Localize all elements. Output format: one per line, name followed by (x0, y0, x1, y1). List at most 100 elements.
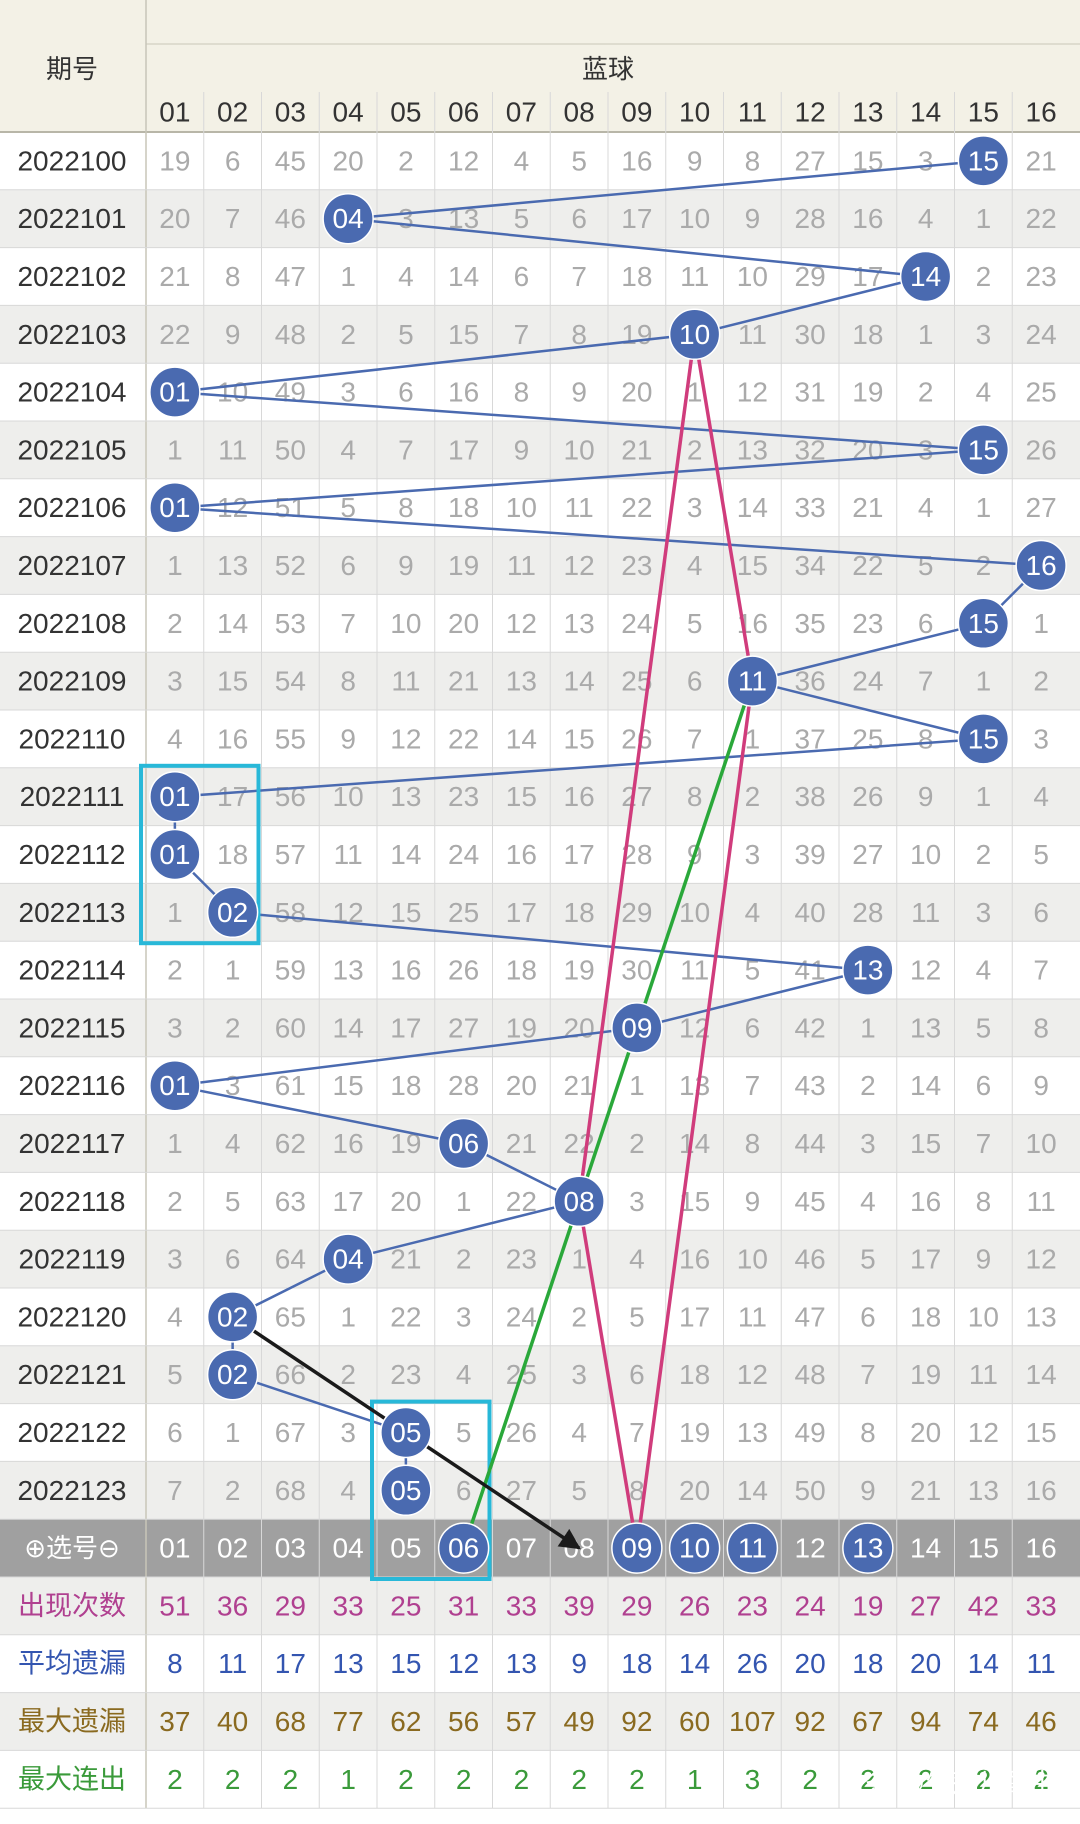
stat-value: 77 (333, 1706, 364, 1737)
ball-number: 02 (217, 897, 248, 928)
omission-value: 2 (629, 1128, 645, 1159)
omission-value: 22 (390, 1301, 421, 1332)
ball-number: 06 (448, 1128, 479, 1159)
omission-value: 55 (275, 723, 306, 754)
omission-value: 19 (159, 145, 190, 176)
stat-value: 19 (852, 1590, 883, 1621)
row-background (0, 941, 1080, 999)
omission-value: 16 (333, 1128, 364, 1159)
column-headers: 01 02 03 04 05 06 07 08 09 10 11 12 13 14 15 16 (159, 97, 1056, 128)
omission-value: 64 (275, 1244, 306, 1275)
stat-value: 14 (968, 1648, 999, 1679)
omission-value: 16 (217, 723, 248, 754)
select-number: 03 (275, 1533, 306, 1564)
omission-value: 5 (687, 608, 703, 639)
omission-value: 10 (390, 608, 421, 639)
omission-value: 19 (564, 955, 595, 986)
omission-value: 10 (564, 434, 595, 465)
omission-value: 9 (514, 434, 530, 465)
omission-value: 26 (448, 955, 479, 986)
omission-value: 50 (275, 434, 306, 465)
omission-value: 5 (456, 1417, 472, 1448)
column-header-label: 08 (564, 97, 595, 128)
omission-value: 51 (275, 492, 306, 523)
omission-value: 54 (275, 666, 306, 697)
ball-number: 11 (738, 666, 767, 697)
stat-value: 29 (621, 1590, 652, 1621)
ball-number: 01 (159, 492, 190, 523)
omission-value: 14 (737, 1475, 768, 1506)
stat-value: 107 (729, 1706, 776, 1737)
omission-value: 16 (1026, 1475, 1057, 1506)
period-label: 2022111 (20, 781, 125, 812)
omission-value: 19 (506, 1012, 537, 1043)
omission-value: 1 (918, 319, 934, 350)
ball-number: 14 (910, 261, 941, 292)
omission-value: 3 (976, 319, 992, 350)
omission-value: 21 (621, 434, 652, 465)
omission-value: 14 (506, 723, 537, 754)
stat-value: 14 (679, 1648, 710, 1679)
omission-value: 17 (217, 781, 248, 812)
blue-ball (726, 1522, 779, 1574)
omission-value: 20 (390, 1186, 421, 1217)
omission-value: 41 (795, 955, 826, 986)
omission-value: 38 (795, 781, 826, 812)
blue-ball (957, 424, 1010, 476)
omission-value: 9 (1033, 1070, 1049, 1101)
omission-value: 13 (506, 666, 537, 697)
omission-value: 23 (852, 608, 883, 639)
period-label: 2022106 (17, 492, 126, 523)
omission-value: 6 (918, 608, 934, 639)
stat-value: 11 (1027, 1648, 1056, 1679)
omission-value: 24 (852, 666, 883, 697)
omission-value: 44 (795, 1128, 826, 1159)
omission-value: 28 (795, 203, 826, 234)
ball-number: 13 (852, 955, 883, 986)
column-header-label: 06 (448, 97, 479, 128)
row-background (0, 132, 1080, 190)
omission-value: 12 (390, 723, 421, 754)
omission-value: 17 (679, 1301, 710, 1332)
blue-ball (380, 1464, 432, 1517)
omission-value: 33 (795, 492, 826, 523)
omission-value: 24 (506, 1301, 537, 1332)
row-background (0, 1692, 1080, 1751)
omission-value: 20 (621, 377, 652, 408)
stat-value: 25 (390, 1590, 421, 1621)
omission-value: 4 (629, 1244, 645, 1275)
stat-value: 12 (448, 1648, 479, 1679)
omission-value: 11 (969, 1359, 998, 1390)
omission-value: 4 (167, 723, 183, 754)
period-label: 2022117 (19, 1128, 126, 1159)
omission-value: 4 (918, 492, 934, 523)
period-label: 2022115 (19, 1012, 126, 1043)
omission-value: 16 (506, 839, 537, 870)
stat-label: 最大遗漏 (18, 1707, 126, 1737)
omission-value: 15 (333, 1070, 364, 1101)
stat-value: 29 (275, 1590, 306, 1621)
omission-value: 16 (448, 377, 479, 408)
blue-ball (842, 1522, 894, 1574)
omission-value: 3 (918, 434, 934, 465)
period-label: 2022119 (19, 1244, 126, 1275)
omission-value: 7 (340, 608, 356, 639)
period-label: 2022112 (19, 839, 126, 870)
stat-value: 18 (852, 1648, 883, 1679)
blue-ball (437, 1117, 490, 1170)
omission-value: 11 (1027, 1186, 1056, 1217)
omission-value: 6 (860, 1301, 876, 1332)
ball-number: 01 (159, 839, 190, 870)
row-background (0, 1634, 1080, 1693)
ball-number: 16 (1026, 550, 1057, 581)
omission-value: 58 (275, 897, 306, 928)
omission-value: 1 (456, 1186, 472, 1217)
omission-value: 18 (448, 492, 479, 523)
omission-value: 11 (334, 839, 363, 870)
stat-value: 1 (687, 1764, 703, 1795)
omission-value: 63 (275, 1186, 306, 1217)
stat-value: 33 (1026, 1590, 1057, 1621)
omission-value: 11 (507, 550, 536, 581)
omission-value: 12 (506, 608, 537, 639)
